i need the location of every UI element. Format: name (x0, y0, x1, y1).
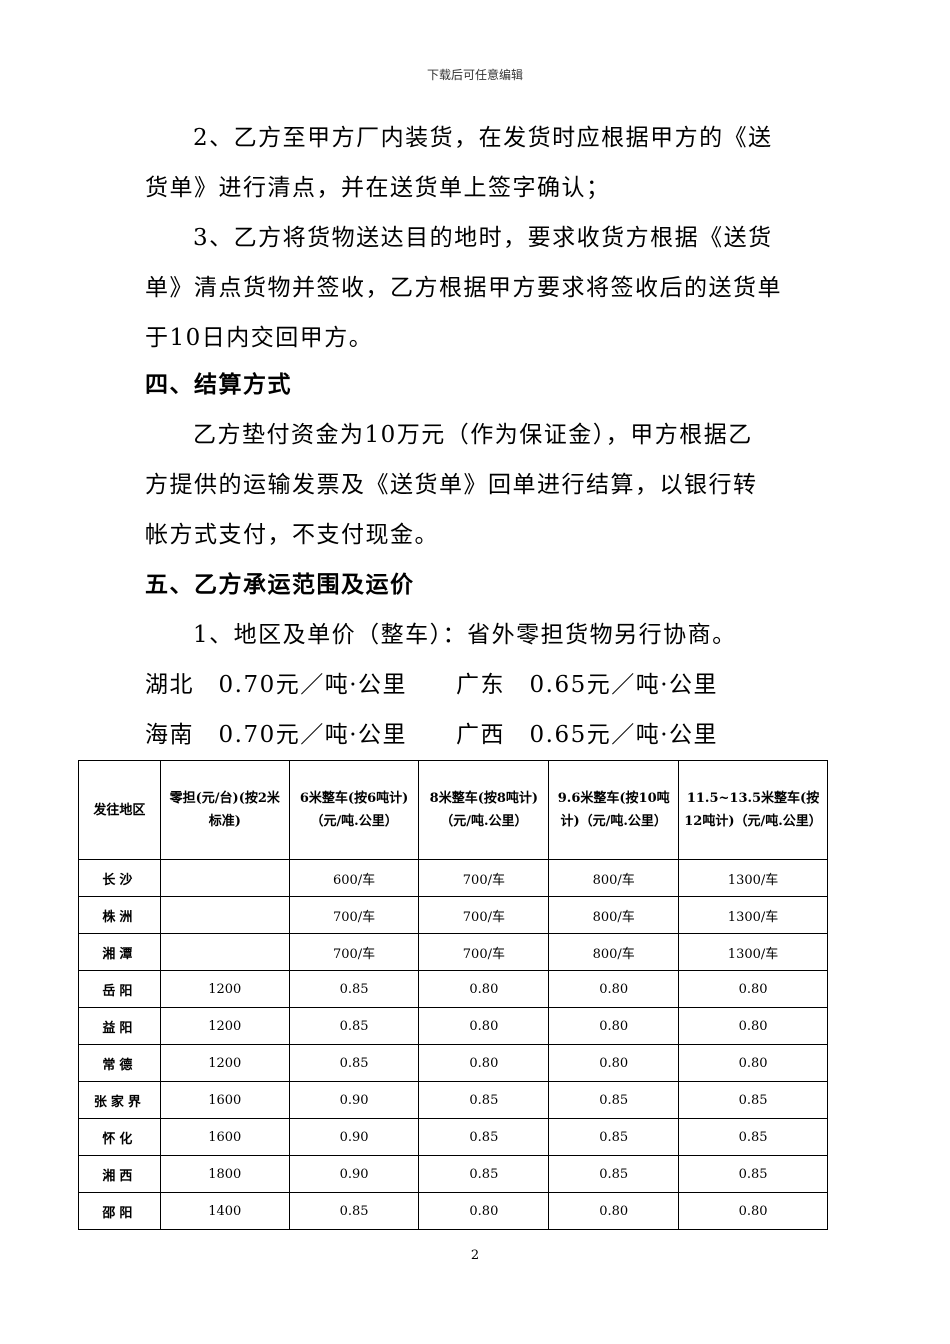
rate-cell: 0.90 (288, 1155, 420, 1193)
column-header: 发往地区 (78, 760, 161, 860)
paragraph-line: 2、乙方至甲方厂内装货，在发货时应根据甲方的《送 (193, 125, 773, 151)
paragraph-line: 于10日内交回甲方。 (145, 325, 374, 351)
page-header: 下载后可任意编辑 (426, 68, 523, 82)
rate-cell (159, 933, 290, 971)
rate-cell: 800/车 (548, 933, 680, 971)
paragraph-line: 单》清点货物并签收，乙方根据甲方要求将签收后的送货单 (145, 275, 782, 301)
rate-cell: 0.85 (678, 1118, 828, 1156)
rate-cell: 1300/车 (678, 859, 828, 897)
rate-cell: 0.80 (678, 970, 828, 1008)
rate-cell: 0.80 (548, 1192, 680, 1230)
rate-cell: 700/车 (418, 859, 550, 897)
rate-cell: 0.80 (548, 970, 680, 1008)
rate-cell: 0.80 (418, 1044, 550, 1082)
rate-cell: 0.85 (678, 1155, 828, 1193)
column-header: 6米整车(按6吨计)（元/吨.公里） (288, 760, 420, 860)
region-cell: 怀化 (78, 1118, 161, 1156)
table-row: 岳阳 1200 0.85 0.80 0.80 0.80 (78, 970, 828, 1008)
rate-cell (159, 896, 290, 934)
rate-cell: 0.85 (418, 1155, 550, 1193)
rate-cell: 800/车 (548, 859, 680, 897)
rate-cell: 0.85 (418, 1081, 550, 1119)
region-cell: 湘西 (78, 1155, 161, 1193)
rate-cell: 0.85 (288, 970, 420, 1008)
rate-cell: 0.85 (418, 1118, 550, 1156)
column-header: 11.5~13.5米整车(按12吨计)（元/吨.公里） (678, 760, 828, 860)
column-header: 9.6米整车(按10吨计)（元/吨.公里） (548, 760, 680, 860)
region-cell: 张家界 (78, 1081, 161, 1119)
table-row: 株洲 700/车 700/车 800/车 1300/车 (78, 896, 828, 934)
region-cell: 株洲 (78, 896, 161, 934)
freight-rate-table: 发往地区 零担(元/台)(按2米标准) 6米整车(按6吨计)（元/吨.公里） 8米整车… (78, 760, 828, 1230)
rate-cell: 0.85 (678, 1081, 828, 1119)
table-row: 张家界 1600 0.90 0.85 0.85 0.85 (78, 1081, 828, 1119)
rate-cell: 700/车 (288, 933, 420, 971)
column-header: 8米整车(按8吨计)（元/吨.公里） (418, 760, 550, 860)
rate-cell: 0.85 (548, 1081, 680, 1119)
region-cell: 益阳 (78, 1007, 161, 1045)
paragraph-line: 乙方垫付资金为10万元（作为保证金），甲方根据乙 (193, 422, 753, 448)
table-row: 长沙 600/车 700/车 800/车 1300/车 (78, 859, 828, 897)
region-cell: 岳阳 (78, 970, 161, 1008)
region-cell: 常德 (78, 1044, 161, 1082)
region-cell: 湘潭 (78, 933, 161, 971)
table-row: 湘潭 700/车 700/车 800/车 1300/车 (78, 933, 828, 971)
rate-cell: 1600 (159, 1118, 290, 1156)
rate-cell: 0.80 (418, 1007, 550, 1045)
table-header-row: 发往地区 零担(元/台)(按2米标准) 6米整车(按6吨计)（元/吨.公里） 8米整车… (78, 760, 828, 860)
page-number: 2 (470, 1248, 480, 1263)
rate-cell: 0.80 (548, 1044, 680, 1082)
table-row: 益阳 1200 0.85 0.80 0.80 0.80 (78, 1007, 828, 1045)
rate-line: 海南 0.70元／吨·公里 广西 0.65元／吨·公里 (145, 722, 719, 748)
region-cell: 邵阳 (78, 1192, 161, 1230)
table-row: 邵阳 1400 0.85 0.80 0.80 0.80 (78, 1192, 828, 1230)
paragraph-line: 帐方式支付，不支付现金。 (145, 522, 439, 548)
region-cell: 长沙 (78, 859, 161, 897)
table-row: 常德 1200 0.85 0.80 0.80 0.80 (78, 1044, 828, 1082)
table-row: 湘西 1800 0.90 0.85 0.85 0.85 (78, 1155, 828, 1193)
rate-line: 湖北 0.70元／吨·公里 广东 0.65元／吨·公里 (145, 672, 719, 698)
rate-cell: 600/车 (288, 859, 420, 897)
column-header: 零担(元/台)(按2米标准) (159, 760, 290, 860)
rate-cell: 0.80 (678, 1007, 828, 1045)
rate-cell: 1200 (159, 1044, 290, 1082)
paragraph-line: 1、地区及单价（整车）：省外零担货物另行协商。 (193, 622, 737, 648)
rate-cell: 0.85 (288, 1044, 420, 1082)
rate-cell: 0.90 (288, 1118, 420, 1156)
rate-cell: 1800 (159, 1155, 290, 1193)
section-heading: 五、乙方承运范围及运价 (145, 571, 415, 598)
paragraph-line: 方提供的运输发票及《送货单》回单进行结算，以银行转 (145, 472, 758, 498)
rate-cell: 0.90 (288, 1081, 420, 1119)
rate-cell: 1200 (159, 1007, 290, 1045)
rate-cell: 700/车 (418, 896, 550, 934)
rate-cell: 0.80 (548, 1007, 680, 1045)
rate-cell: 0.80 (418, 970, 550, 1008)
rate-cell: 800/车 (548, 896, 680, 934)
rate-cell: 0.85 (288, 1192, 420, 1230)
rate-cell: 1600 (159, 1081, 290, 1119)
rate-cell: 0.80 (418, 1192, 550, 1230)
rate-cell: 0.85 (548, 1155, 680, 1193)
rate-cell: 1300/车 (678, 896, 828, 934)
table-row: 怀化 1600 0.90 0.85 0.85 0.85 (78, 1118, 828, 1156)
rate-cell: 0.85 (288, 1007, 420, 1045)
rate-cell: 0.80 (678, 1044, 828, 1082)
rate-cell: 1300/车 (678, 933, 828, 971)
paragraph-line: 货单》进行清点，并在送货单上签字确认； (145, 175, 611, 201)
rate-cell: 1200 (159, 970, 290, 1008)
section-heading: 四、结算方式 (145, 371, 292, 398)
rate-cell: 0.80 (678, 1192, 828, 1230)
rate-cell: 1400 (159, 1192, 290, 1230)
rate-cell: 700/车 (288, 896, 420, 934)
rate-cell: 700/车 (418, 933, 550, 971)
paragraph-line: 3、乙方将货物送达目的地时，要求收货方根据《送货 (193, 225, 773, 251)
rate-cell: 0.85 (548, 1118, 680, 1156)
rate-cell (159, 859, 290, 897)
